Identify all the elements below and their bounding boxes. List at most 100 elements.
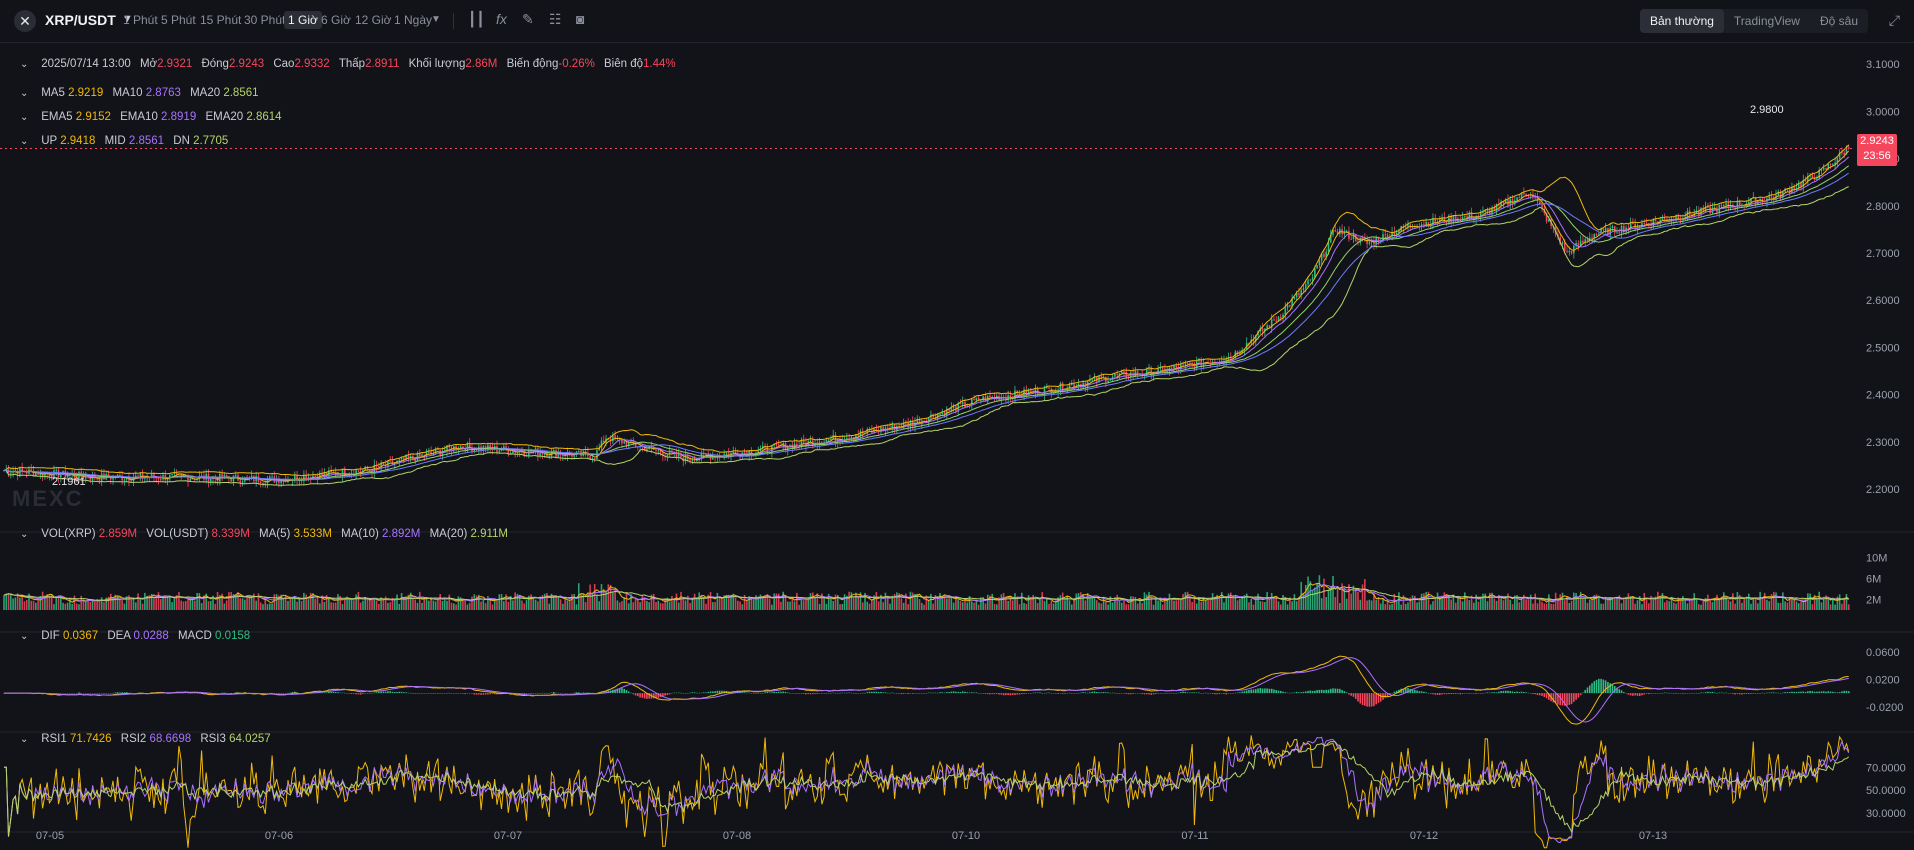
candle-body — [946, 408, 948, 416]
volume-bar — [414, 599, 416, 610]
volume-bar — [94, 601, 96, 610]
candle-body — [1393, 232, 1396, 236]
volume-bar — [239, 598, 242, 610]
volume-bar — [964, 598, 966, 610]
candle-type-icon[interactable]: ┃┃ — [468, 11, 485, 27]
collapse-caret-icon[interactable]: ⌄ — [20, 59, 29, 70]
collapse-caret-icon[interactable]: ⌄ — [20, 136, 29, 147]
macd-histogram-bar — [1098, 692, 1100, 694]
volume-bar — [993, 603, 996, 610]
candle-body — [1641, 223, 1643, 227]
volume-bar — [1100, 603, 1103, 610]
volume-bar — [641, 595, 644, 610]
candle-body — [1516, 197, 1518, 201]
volume-bar — [1009, 596, 1012, 610]
volume-bar — [146, 595, 148, 610]
candle-body — [464, 448, 466, 452]
candle-body — [1200, 359, 1203, 367]
screenshot-camera-icon[interactable]: ◙ — [576, 11, 585, 27]
collapse-caret-icon[interactable]: ⌄ — [20, 529, 29, 540]
candle-body — [593, 458, 596, 460]
volume-bar — [1611, 598, 1614, 610]
candle-body — [125, 477, 128, 480]
macd-histogram-bar — [977, 693, 980, 694]
macd-histogram-bar — [421, 693, 423, 694]
interval-12h[interactable]: 12 Giờ — [355, 13, 392, 27]
macd-histogram-bar — [1291, 692, 1293, 694]
macd-histogram-bar — [216, 693, 219, 694]
chevron-down-icon[interactable]: ▼ — [122, 13, 133, 25]
volume-bar — [830, 598, 832, 610]
volume-bar — [28, 593, 30, 610]
view-standard[interactable]: Bản thường — [1639, 9, 1724, 33]
interval-6h[interactable]: 6 Giờ — [321, 13, 351, 27]
volume-bar — [1254, 596, 1257, 610]
interval-dropdown-icon[interactable]: ▼ — [431, 14, 441, 25]
candle-body — [1616, 232, 1618, 234]
macd-histogram-bar — [950, 691, 953, 694]
interval-1m[interactable]: 1 Phút — [123, 13, 158, 27]
candle-body — [343, 469, 346, 476]
draw-pencil-icon[interactable]: ✎ — [522, 11, 534, 27]
volume-bar — [1761, 597, 1764, 610]
collapse-caret-icon[interactable]: ⌄ — [20, 88, 29, 99]
volume-bar — [1613, 598, 1616, 610]
price-axis-tick: 2.4000 — [1866, 390, 1900, 402]
macd-histogram-bar — [696, 692, 698, 694]
macd-histogram-bar — [975, 692, 978, 694]
volume-bar — [503, 601, 505, 610]
candle-body — [1434, 218, 1437, 223]
candle-body — [1091, 379, 1094, 381]
volume-bar — [205, 593, 207, 610]
volume-bar — [546, 593, 548, 610]
macd-histogram-bar — [350, 693, 353, 695]
macd-histogram-bar — [1423, 691, 1425, 694]
volume-bar — [609, 584, 612, 610]
macd-histogram-bar — [871, 691, 873, 694]
interval-5m[interactable]: 5 Phút — [161, 13, 196, 27]
candle-body — [1838, 152, 1841, 159]
volume-bar — [1043, 601, 1046, 610]
macd-histogram-bar — [1189, 692, 1191, 694]
volume-bar — [1636, 600, 1639, 610]
volume-bar — [1073, 600, 1075, 610]
view-depth[interactable]: Độ sâu — [1819, 14, 1858, 28]
candle-body — [1277, 316, 1280, 322]
macd-histogram-bar — [1282, 691, 1284, 694]
volume-bar — [1527, 599, 1530, 610]
macd-histogram-bar — [1445, 693, 1448, 695]
volume-bar — [98, 601, 101, 610]
volume-bar — [530, 594, 532, 610]
collapse-caret-icon[interactable]: ⌄ — [20, 112, 29, 123]
macd-histogram-bar — [403, 692, 405, 694]
macd-histogram-bar — [1427, 693, 1430, 694]
volume-bar — [712, 602, 714, 610]
macd-histogram-bar — [1248, 690, 1250, 694]
volume-bar — [1286, 604, 1289, 610]
candle-body — [1548, 219, 1550, 222]
collapse-caret-icon[interactable]: ⌄ — [20, 631, 29, 642]
fullscreen-icon[interactable]: ⤢ — [1888, 12, 1900, 28]
layout-grid-icon[interactable]: ☷ — [549, 11, 562, 27]
volume-bar — [1400, 604, 1402, 610]
interval-1d[interactable]: 1 Ngày — [394, 13, 433, 27]
volume-bar — [918, 599, 921, 610]
interval-30m[interactable]: 30 Phút — [244, 13, 286, 27]
macd-histogram-bar — [834, 692, 837, 694]
volume-bar — [184, 600, 187, 610]
candle-body — [357, 470, 360, 472]
macd-histogram-bar — [1809, 690, 1811, 694]
candle-body — [1075, 386, 1078, 388]
volume-bar — [1434, 598, 1437, 610]
view-tradingview[interactable]: TradingView — [1733, 14, 1800, 28]
volume-bar — [648, 602, 650, 610]
pair-selector[interactable]: XRP/USDT — [45, 12, 116, 28]
indicator-fx-icon[interactable]: fx — [496, 11, 507, 27]
kline-chart[interactable]: 3.10003.00002.90002.80002.70002.60002.50… — [0, 42, 1914, 850]
volume-bar — [1218, 597, 1221, 610]
macd-histogram-bar — [1429, 693, 1432, 694]
collapse-caret-icon[interactable]: ⌄ — [20, 734, 29, 745]
interval-1h[interactable]: 1 Giờ — [284, 11, 322, 29]
volume-bar — [716, 592, 719, 610]
interval-15m[interactable]: 15 Phút — [200, 13, 242, 27]
